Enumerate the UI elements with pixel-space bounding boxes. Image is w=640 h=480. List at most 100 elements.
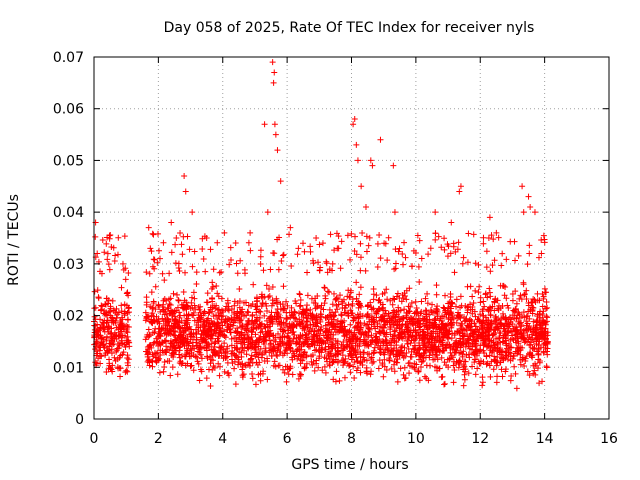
data-point (521, 314, 528, 321)
data-point (260, 333, 267, 340)
data-point (509, 335, 516, 342)
data-point (224, 300, 231, 307)
data-point (300, 314, 307, 321)
data-point (107, 365, 114, 372)
data-point (430, 309, 437, 316)
data-point (335, 296, 342, 303)
data-point (312, 300, 319, 307)
data-point (264, 376, 271, 383)
data-point (474, 348, 481, 355)
data-point (196, 377, 203, 384)
data-point (98, 334, 105, 341)
data-point (338, 341, 345, 348)
data-point (539, 336, 546, 343)
data-point (151, 349, 158, 356)
data-point (151, 256, 158, 263)
data-point (324, 337, 331, 344)
data-point (380, 307, 387, 314)
data-point (523, 296, 530, 303)
data-point (270, 336, 277, 343)
data-point (357, 310, 364, 317)
data-point (316, 267, 323, 274)
data-point (347, 369, 354, 376)
data-point (115, 344, 122, 351)
data-point (524, 261, 531, 268)
data-point (164, 346, 171, 353)
data-point (260, 368, 267, 375)
data-point (95, 344, 102, 351)
data-point (166, 270, 173, 277)
data-point (453, 296, 460, 303)
data-point (245, 239, 252, 246)
data-point (229, 360, 236, 367)
data-point (247, 247, 254, 254)
data-point (280, 328, 287, 335)
data-point (402, 254, 409, 261)
data-point (351, 116, 358, 123)
data-point (499, 310, 506, 317)
data-point (108, 336, 115, 343)
data-point (259, 299, 266, 306)
data-point (185, 342, 192, 349)
data-point (373, 314, 380, 321)
data-point (92, 233, 99, 240)
data-point (93, 360, 100, 367)
data-point (535, 254, 542, 261)
data-point (110, 307, 117, 314)
data-point (314, 340, 321, 347)
data-point (494, 323, 501, 330)
data-point (407, 353, 414, 360)
data-point (510, 352, 517, 359)
data-point (181, 172, 188, 179)
data-point (269, 314, 276, 321)
data-point (289, 338, 296, 345)
data-point (298, 342, 305, 349)
data-point (244, 344, 251, 351)
data-point (215, 338, 222, 345)
data-point (401, 239, 408, 246)
data-point (304, 302, 311, 309)
data-point (318, 311, 325, 318)
data-point (181, 297, 188, 304)
data-point (544, 304, 551, 311)
data-point (304, 292, 311, 299)
data-point (521, 362, 528, 369)
data-point (358, 303, 365, 310)
data-point (503, 352, 510, 359)
data-point (256, 308, 263, 315)
data-point (538, 330, 545, 337)
data-point (225, 369, 232, 376)
data-point (495, 234, 502, 241)
data-point (526, 323, 533, 330)
data-point (402, 353, 409, 360)
data-point (508, 316, 515, 323)
data-point (413, 361, 420, 368)
data-point (445, 335, 452, 342)
data-point (499, 339, 506, 346)
data-point (415, 263, 422, 270)
data-point (216, 269, 223, 276)
data-point (214, 306, 221, 313)
data-point (491, 307, 498, 314)
data-point (337, 265, 344, 272)
data-point (328, 336, 335, 343)
data-point (188, 299, 195, 306)
data-point (412, 309, 419, 316)
data-point (203, 339, 210, 346)
data-point (238, 349, 245, 356)
data-point (338, 312, 345, 319)
data-point (117, 319, 124, 326)
data-point (277, 178, 284, 185)
data-point (215, 320, 222, 327)
data-point (345, 352, 352, 359)
data-point (540, 348, 547, 355)
data-point (440, 347, 447, 354)
data-point (442, 307, 449, 314)
data-point (440, 334, 447, 341)
data-point (240, 299, 247, 306)
data-point (197, 324, 204, 331)
data-point (191, 317, 198, 324)
data-point (330, 352, 337, 359)
data-point (307, 243, 314, 250)
data-point (113, 348, 120, 355)
